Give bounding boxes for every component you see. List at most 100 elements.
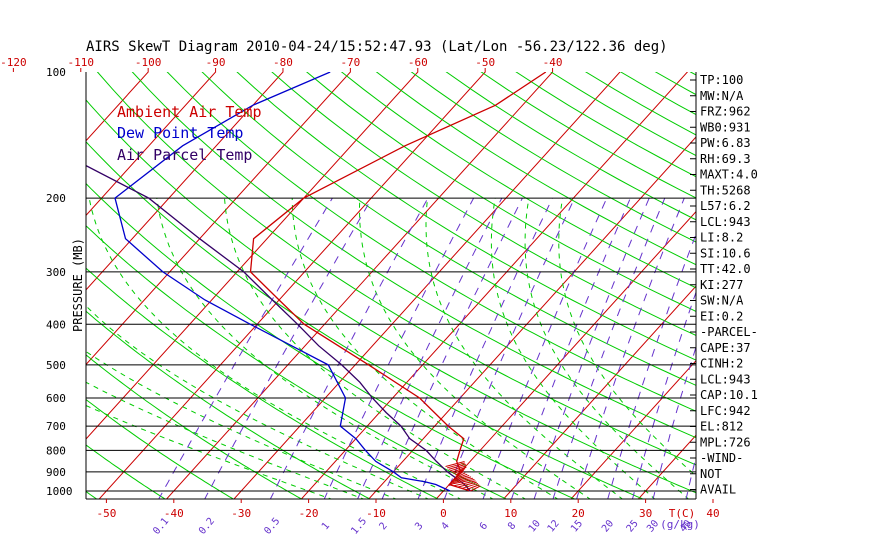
top-temp-tick-label: -80: [273, 56, 293, 69]
mixing-ratio-line: [652, 345, 696, 499]
stat-line: MPL:726: [700, 435, 751, 449]
cape-hatch-line: [456, 471, 464, 477]
dry-adiabat-line: [689, 72, 696, 76]
stat-line: AVAIL: [700, 483, 736, 497]
cape-hatch-line: [448, 463, 466, 470]
mixing-ratio-unit-label: (g/kg): [660, 518, 700, 531]
mixing-ratio-line: [357, 197, 503, 499]
profile-series: [86, 72, 547, 492]
isotherm-line: [435, 210, 696, 499]
stat-line: WB0:931: [700, 120, 751, 134]
pressure-tick-label: 200: [46, 192, 66, 205]
moist-adiabat-line: [224, 198, 527, 499]
isotherm-grid: [86, 53, 870, 500]
isotherm-line: [233, 72, 621, 499]
moist-adiabat-line: [291, 198, 559, 499]
mixing-ratio-line: [510, 197, 631, 499]
mixing-ratio-line: [631, 290, 696, 499]
isotherm-line: [502, 285, 696, 499]
moist-adiabat-line: [88, 198, 462, 499]
isotherm-line: [840, 53, 870, 500]
top-temp-tick-label: -100: [135, 56, 162, 69]
isotherm-line: [86, 72, 419, 440]
cape-hatch-line: [470, 485, 481, 492]
stat-line: TP:100: [700, 73, 743, 87]
mixing-ratio-label: 3: [413, 521, 425, 533]
mixing-ratio-label: 1: [320, 521, 332, 533]
pressure-tick-label: 300: [46, 266, 66, 279]
pressure-tick-label: 100: [46, 66, 66, 79]
stat-line: LFC:942: [700, 404, 751, 418]
temp-tick-label: -10: [366, 507, 386, 520]
top-temp-tick-label: -90: [206, 56, 226, 69]
mixing-ratio-label: 10: [527, 518, 543, 534]
mixing-ratio-label: 6: [478, 521, 490, 533]
dry-adiabat-line: [86, 225, 508, 499]
moist-adiabat-line: [86, 351, 398, 499]
isobar-grid: [86, 197, 696, 492]
dry-adiabat-line: [410, 72, 696, 243]
moist-adiabat-line: [558, 198, 696, 477]
temp-tick-label: -20: [299, 507, 319, 520]
stat-line: FRZ:962: [700, 105, 751, 119]
dry-adiabat-line: [445, 72, 696, 221]
mixing-ratio-label: 2: [378, 521, 390, 533]
cape-hatch-line: [451, 466, 467, 473]
mixing-ratio-line: [158, 197, 333, 499]
dry-adiabat-line: [86, 267, 440, 499]
temp-tick-label: -50: [96, 507, 116, 520]
mixing-ratio-grid: [158, 197, 696, 499]
isotherm-line: [98, 72, 486, 499]
stat-line: LCL:943: [700, 372, 751, 386]
moist-adiabat-line: [490, 198, 656, 499]
cape-hatch-line: [452, 475, 470, 481]
stat-line: CAPE:37: [700, 341, 751, 355]
isotherm-line: [86, 72, 284, 291]
stat-line: EL:812: [700, 420, 743, 434]
temp-tick-label: -40: [164, 507, 184, 520]
cape-hatch: [445, 461, 481, 492]
moist-adiabat-line: [156, 198, 494, 499]
temp-tick-label: 0: [440, 507, 447, 520]
stat-line: PW:6.83: [700, 136, 751, 150]
pressure-tick-label: 400: [46, 318, 66, 331]
air-parcel-temp-line: [86, 164, 471, 492]
legend: Ambient Air Temp Dew Point Temp Air Parc…: [117, 103, 262, 164]
top-temp-tick-label: -50: [475, 56, 495, 69]
temp-unit-label: T(C): [669, 507, 696, 520]
legend-dew-point-temp: Dew Point Temp: [117, 124, 243, 142]
cape-hatch-line: [453, 480, 476, 487]
dry-adiabat-line: [86, 310, 371, 499]
mixing-ratio-label: 30: [645, 518, 661, 534]
dry-adiabat-line: [86, 141, 644, 499]
cape-hatch-line: [451, 476, 472, 483]
dry-adiabat-line: [340, 72, 696, 289]
stat-line: CINH:2: [700, 357, 743, 371]
top-temp-tick-label: -40: [543, 56, 563, 69]
dry-adiabat-line: [201, 72, 696, 386]
dry-adiabat-line: [96, 72, 696, 466]
isotherm-line: [368, 136, 696, 499]
stat-line: LCL:943: [700, 215, 751, 229]
mixing-ratio-label: 12: [546, 518, 562, 534]
dry-adiabat-line: [86, 398, 235, 499]
cape-hatch-line: [450, 477, 474, 484]
dry-adiabat-line: [826, 53, 870, 500]
mixing-ratio-line: [533, 197, 650, 499]
mixing-ratio-label: 25: [625, 518, 641, 534]
stat-line: SW:N/A: [700, 294, 744, 308]
mixing-ratio-line: [269, 197, 429, 499]
temp-tick-label: 10: [504, 507, 517, 520]
cape-hatch-line: [461, 482, 479, 489]
stat-line: EI:0.2: [700, 309, 743, 323]
mixing-ratio-label: 0.2: [197, 516, 217, 537]
dry-adiabat-line: [860, 53, 870, 500]
cape-hatch-line: [457, 481, 477, 488]
mixing-ratio-label: 15: [569, 518, 585, 534]
stat-line: NOT: [700, 467, 722, 481]
dry-adiabat-line: [166, 72, 696, 412]
dry-adiabat-line: [236, 72, 696, 361]
stat-line: -PARCEL-: [700, 325, 758, 339]
